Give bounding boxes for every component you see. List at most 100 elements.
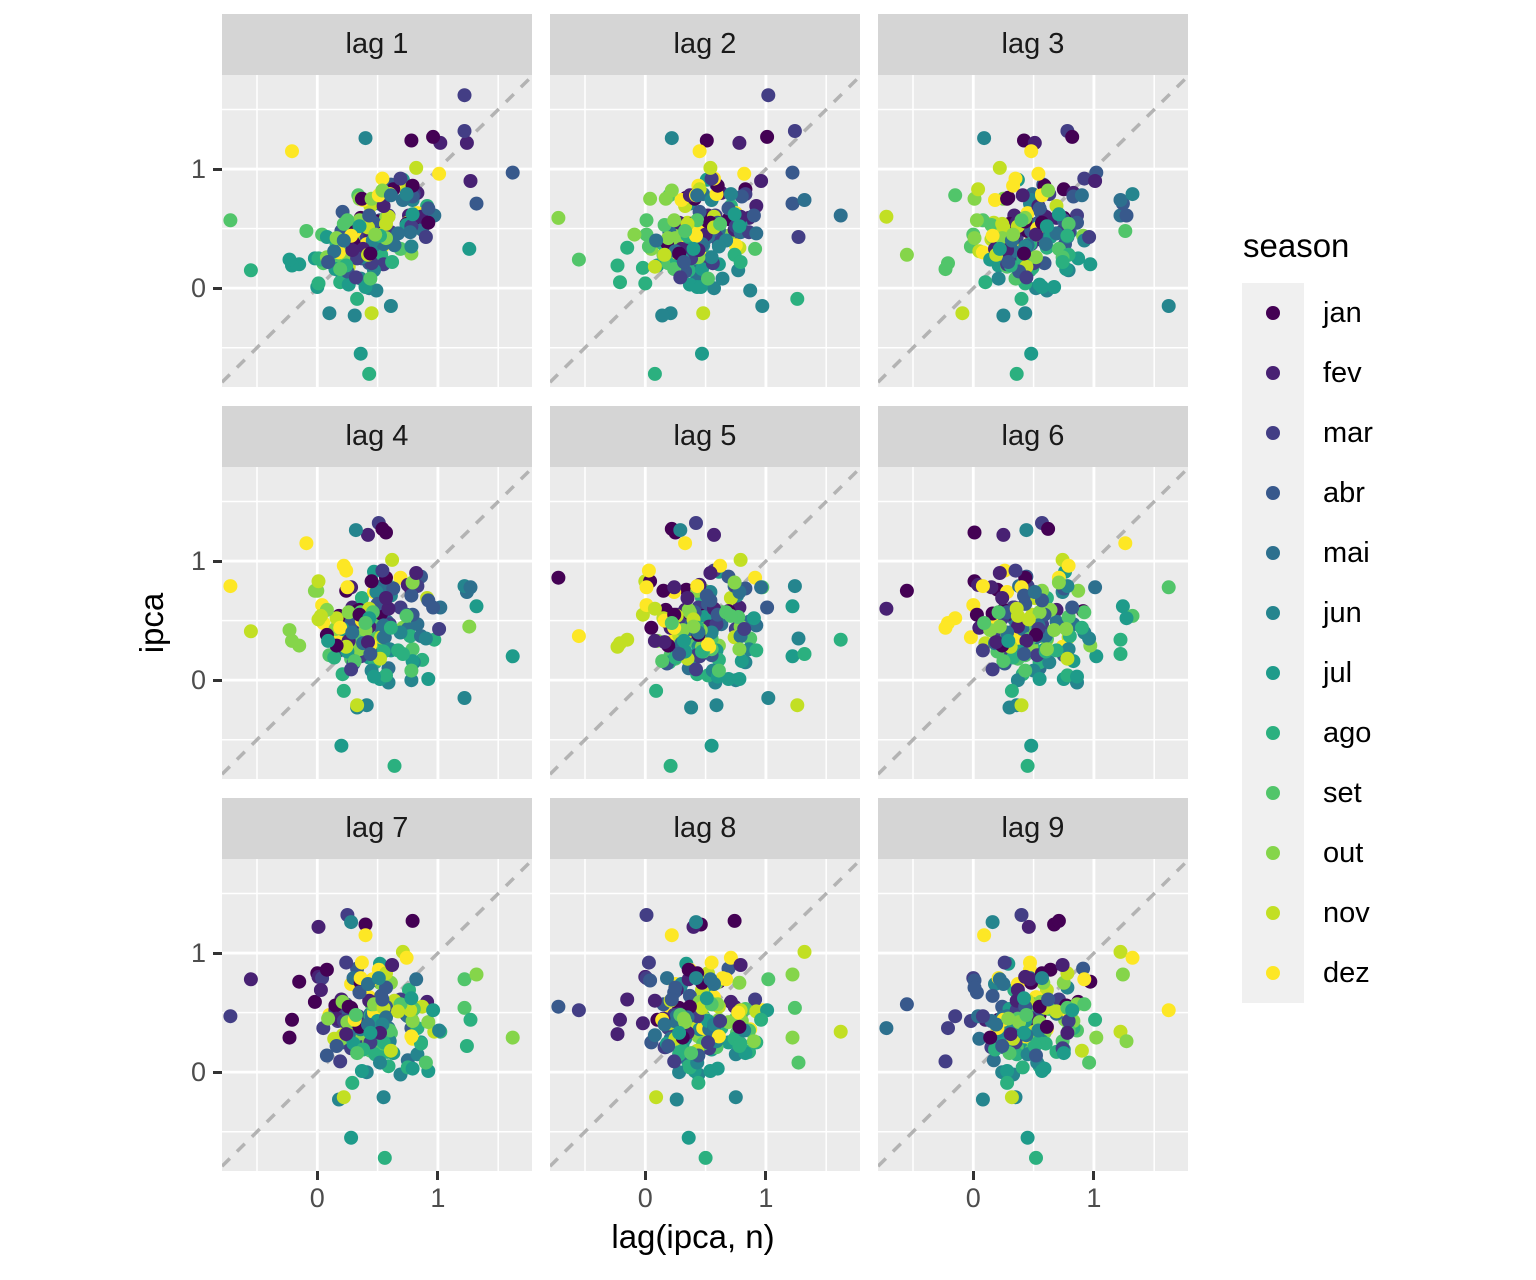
data-point (711, 663, 726, 678)
y-tick-label: 1 (190, 938, 206, 969)
data-point (371, 971, 386, 986)
data-point (667, 213, 682, 228)
data-point (1004, 1090, 1019, 1105)
data-point (787, 1000, 802, 1015)
x-tick-label: 0 (309, 1183, 325, 1213)
x-tick-label: 1 (1086, 1183, 1102, 1213)
facet-panel-lag-3 (878, 75, 1188, 387)
y-tick-label: 1 (190, 154, 206, 185)
data-point (1119, 611, 1134, 626)
data-point (676, 255, 691, 269)
data-point (336, 1090, 351, 1105)
data-point (1043, 962, 1058, 977)
data-point (551, 210, 566, 225)
data-point (367, 669, 381, 684)
data-point (1051, 913, 1066, 928)
y-tick-label: 0 (190, 1057, 206, 1088)
data-point (703, 1064, 718, 1078)
data-point (321, 633, 336, 648)
data-point (292, 974, 307, 989)
data-point (967, 525, 982, 540)
facet-strip-lag-8: lag 8 (550, 798, 860, 859)
data-point (678, 536, 693, 551)
data-point (668, 980, 683, 995)
data-point (285, 1012, 299, 1027)
data-point (733, 552, 748, 567)
data-point (345, 243, 360, 258)
data-point (620, 992, 635, 1007)
y-tick-mark (213, 678, 222, 682)
data-point (571, 1003, 586, 1018)
data-point (992, 160, 1007, 175)
data-point (755, 299, 770, 313)
data-point (732, 672, 747, 686)
facet-strip-lag-7: lag 7 (222, 798, 532, 859)
data-point (879, 1021, 894, 1036)
facet-strip-lag-5: lag 5 (550, 406, 860, 467)
data-point (713, 558, 728, 573)
data-point (689, 915, 703, 930)
data-point (938, 620, 953, 635)
legend-label-mai: mai (1323, 537, 1370, 569)
legend-key-dot-set (1266, 786, 1280, 800)
data-point (613, 275, 627, 290)
data-point (754, 1012, 769, 1027)
data-point (329, 1039, 344, 1053)
data-point (1017, 991, 1031, 1006)
data-point (345, 625, 360, 640)
data-point (391, 1004, 406, 1019)
data-point (334, 738, 349, 753)
legend-title: season (1243, 227, 1350, 264)
data-point (1035, 1064, 1049, 1078)
data-point (676, 1011, 691, 1026)
data-point (689, 662, 703, 677)
data-point (350, 698, 365, 713)
data-point (1008, 171, 1023, 186)
data-point (364, 306, 379, 321)
data-point (409, 160, 424, 175)
data-point (667, 580, 682, 595)
data-point (785, 599, 800, 614)
data-point (785, 1030, 800, 1045)
data-point (405, 1061, 420, 1076)
data-point (1060, 228, 1075, 243)
data-point (734, 189, 749, 204)
data-point (1051, 575, 1066, 590)
data-point (791, 230, 806, 244)
data-point (383, 1043, 398, 1058)
data-point (404, 991, 419, 1006)
legend-label-jul: jul (1323, 657, 1353, 689)
data-point (761, 972, 776, 987)
data-point (1002, 700, 1017, 715)
y-tick-label: 0 (190, 665, 206, 696)
y-tick-mark (213, 1070, 222, 1074)
data-point (672, 1065, 687, 1080)
data-point (391, 226, 406, 241)
data-point (336, 216, 351, 231)
data-point (418, 631, 433, 646)
data-point (664, 992, 679, 1007)
data-point (1074, 188, 1089, 203)
data-point (713, 216, 728, 231)
data-point (299, 224, 314, 238)
data-point (996, 654, 1011, 669)
data-point (692, 144, 707, 159)
data-point (690, 188, 705, 203)
data-point (469, 196, 484, 211)
facet-panel-lag-2 (550, 75, 860, 387)
legend-key-dot-dez (1266, 966, 1280, 980)
data-point (698, 1150, 713, 1165)
facet-strip-lag-3: lag 3 (878, 14, 1188, 75)
data-point (362, 208, 377, 223)
data-point (785, 967, 800, 982)
data-point (1001, 633, 1016, 648)
data-point (684, 1046, 699, 1061)
data-point (656, 583, 671, 598)
data-point (282, 623, 297, 638)
data-point (977, 131, 992, 146)
data-point (347, 308, 362, 323)
data-point (992, 241, 1007, 256)
data-point (313, 983, 328, 997)
data-point (361, 635, 375, 650)
data-point (948, 1009, 963, 1024)
